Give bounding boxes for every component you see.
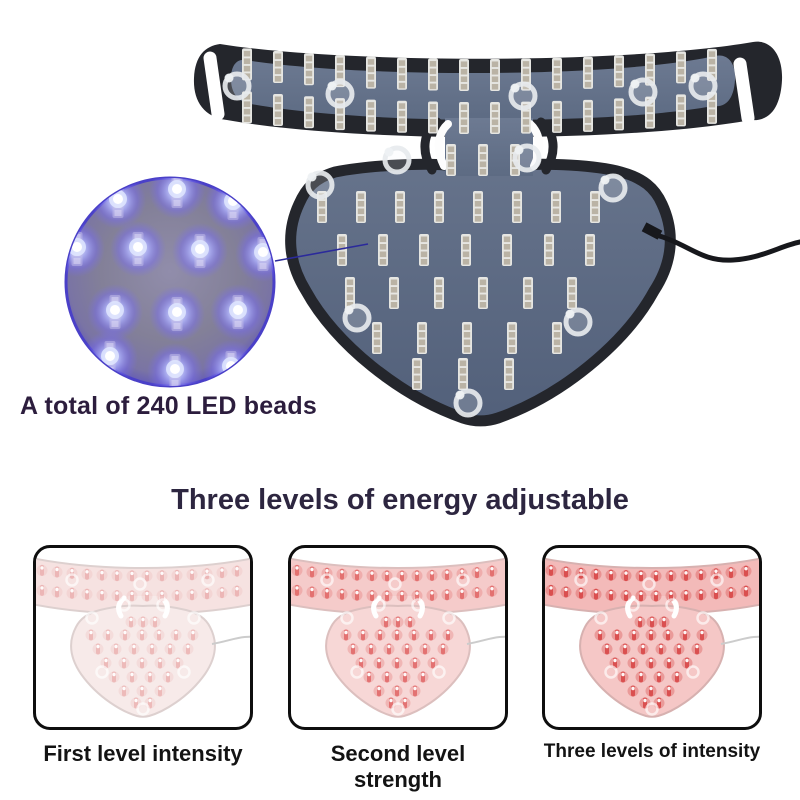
level-device-photo-3 xyxy=(545,557,759,718)
level-photo-frame-1 xyxy=(33,545,253,730)
led-zoom-inset xyxy=(64,176,276,388)
led-count-label: A total of 240 LED beads xyxy=(20,392,317,420)
level-device-photo-1 xyxy=(36,557,250,718)
led-device-photo xyxy=(193,41,800,427)
level-photo-frame-3 xyxy=(542,545,762,730)
level-card-3: Three levels of intensity xyxy=(542,545,762,763)
level-photo-frame-2 xyxy=(288,545,508,730)
section-title: Three levels of energy adjustable xyxy=(171,484,629,516)
level-caption-2: Second level strength xyxy=(330,741,466,792)
level-caption-1: First level intensity xyxy=(43,741,243,766)
level-card-2: Second level strength xyxy=(288,545,508,793)
level-card-1: First level intensity xyxy=(33,545,253,767)
level-device-photo-2 xyxy=(291,557,505,718)
level-caption-3: Three levels of intensity xyxy=(543,741,761,762)
